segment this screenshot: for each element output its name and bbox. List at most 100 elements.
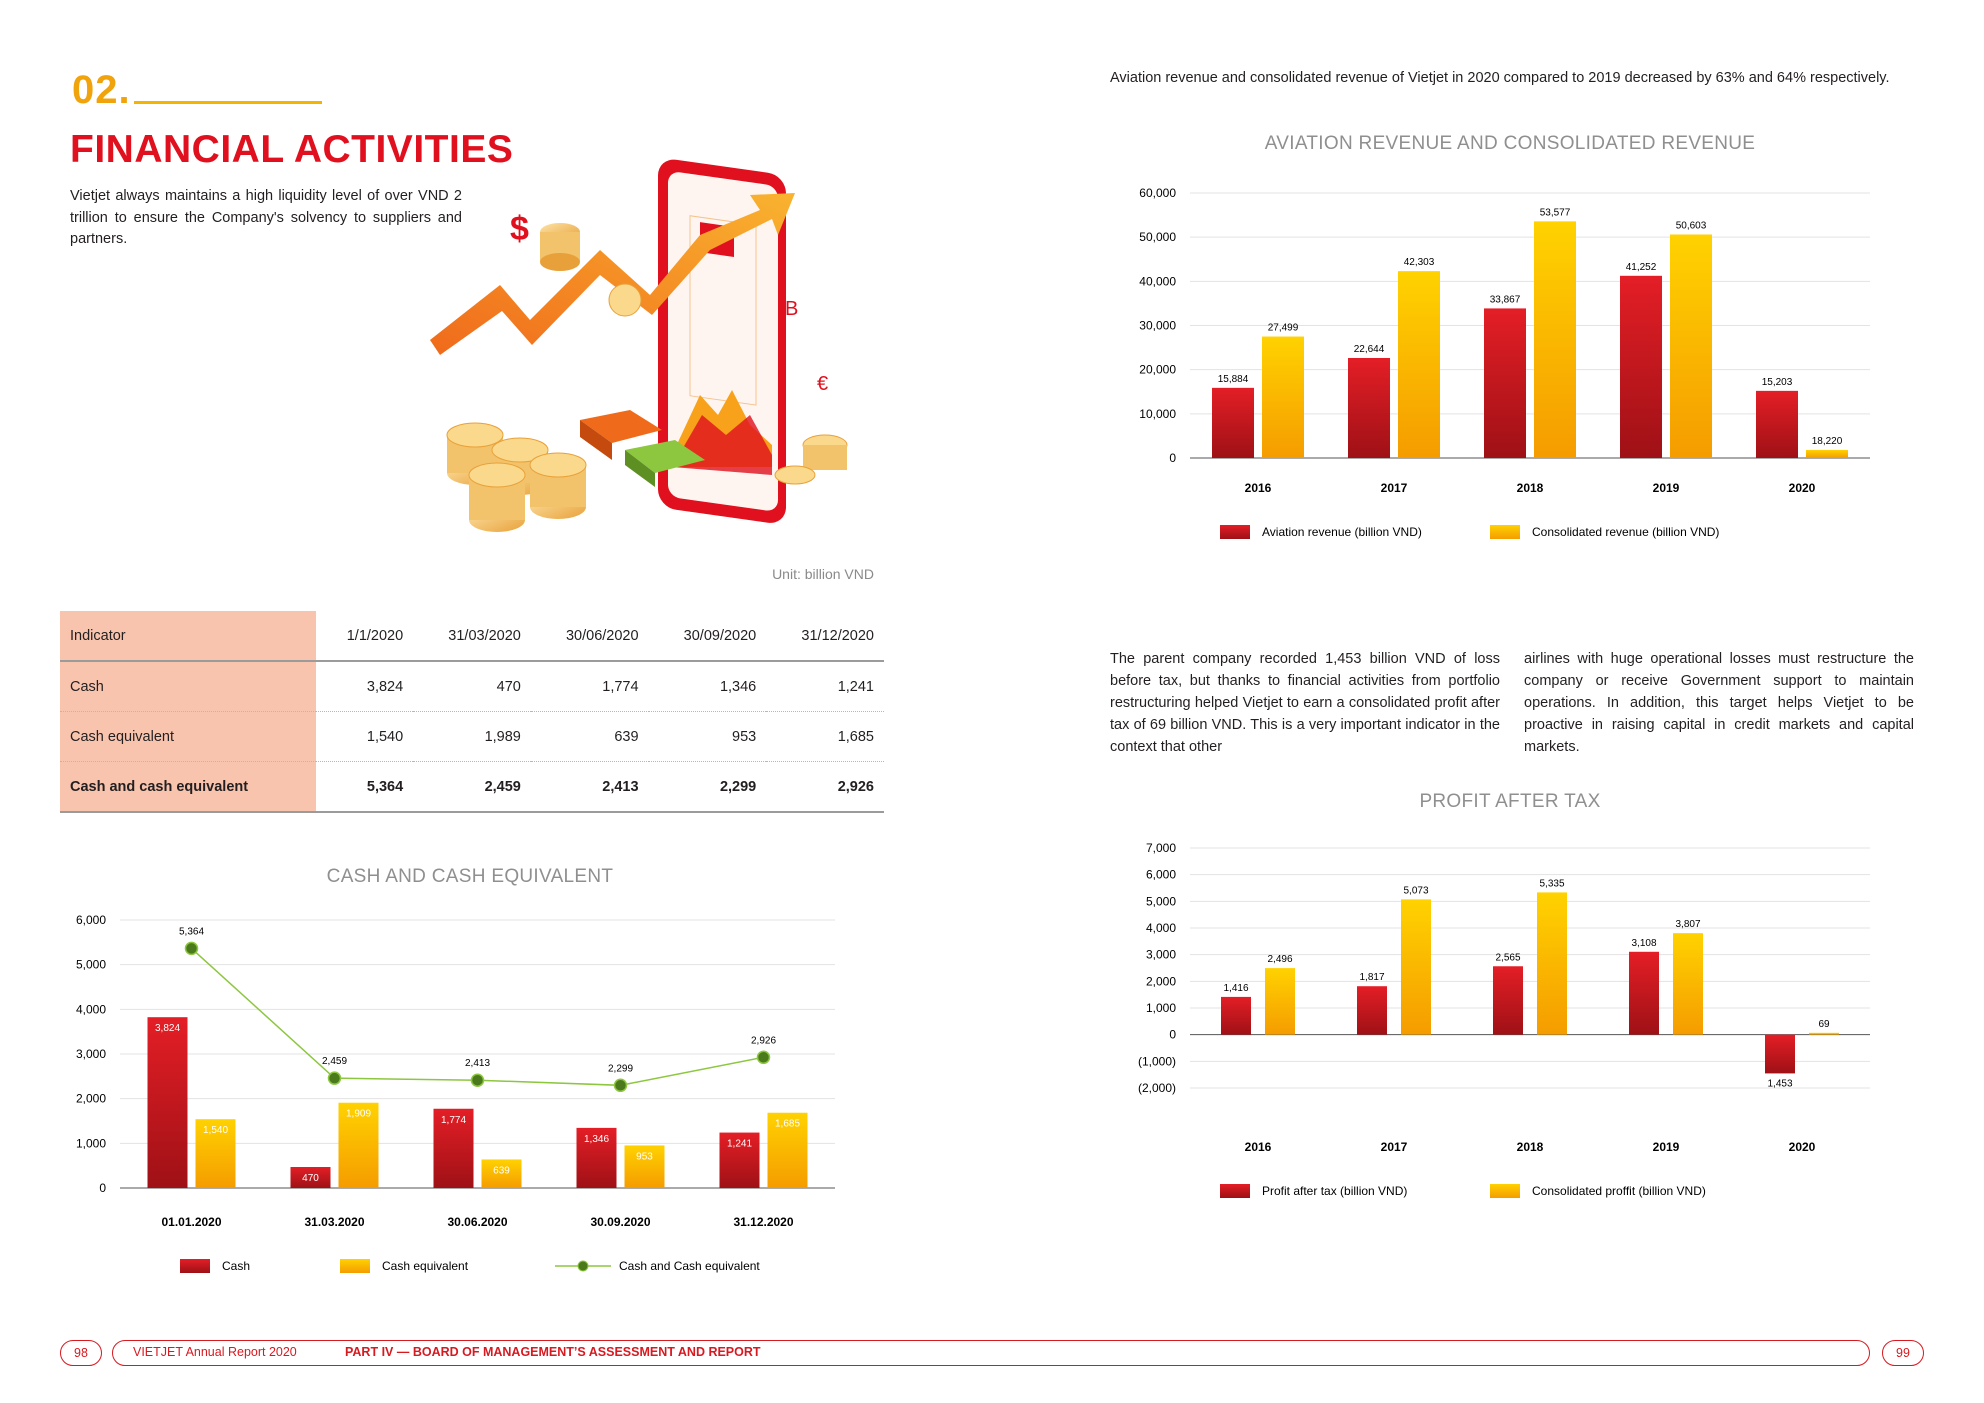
bar-data-label: 15,884 xyxy=(1218,374,1249,385)
euro-icon: € xyxy=(817,373,828,395)
coin-stack-icon xyxy=(446,223,848,532)
finance-illustration: $ B € xyxy=(430,159,848,532)
y-tick-label: 40,000 xyxy=(1139,274,1176,288)
chart-title-revenue: AVIATION REVENUE AND CONSOLIDATED REVENU… xyxy=(1264,133,1756,154)
table-header-cell: 1/1/2020 xyxy=(316,611,414,662)
legend-label: Consolidated proffit (billion VND) xyxy=(1532,1184,1706,1198)
y-tick-label: 4,000 xyxy=(76,1002,106,1016)
table-cell: 1,989 xyxy=(413,711,531,762)
revenue-paragraph: Aviation revenue and consolidated revenu… xyxy=(1110,70,1890,86)
y-tick-label: 50,000 xyxy=(1139,230,1176,244)
x-category-label: 31.03.2020 xyxy=(304,1215,364,1229)
bar-yellow xyxy=(1534,221,1576,458)
legend-swatch xyxy=(1490,525,1520,539)
chart-title-cash: CASH AND CASH EQUIVALENT xyxy=(326,866,614,887)
y-tick-label: 3,000 xyxy=(76,1047,106,1061)
x-category-label: 2017 xyxy=(1381,481,1408,495)
table-cell: 470 xyxy=(413,661,531,712)
bar-yellow xyxy=(767,1112,808,1188)
puzzle-icon xyxy=(580,410,705,487)
legend-swatch xyxy=(1220,525,1250,539)
bar-data-label: 1,346 xyxy=(584,1134,609,1145)
x-category-label: 2017 xyxy=(1381,1140,1408,1154)
table-header-cell: 31/12/2020 xyxy=(766,611,884,662)
bar-yellow xyxy=(195,1119,236,1188)
section-number: 02. xyxy=(72,68,131,112)
bar-red xyxy=(1212,387,1254,458)
table-cell: 1,774 xyxy=(530,661,649,712)
legend-label: Profit after tax (billion VND) xyxy=(1262,1184,1407,1198)
y-tick-label: 6,000 xyxy=(76,913,106,927)
page-number-left-pill: 98 xyxy=(60,1340,102,1366)
legend-label: Aviation revenue (billion VND) xyxy=(1262,525,1422,539)
bar-data-label: 2,565 xyxy=(1495,952,1520,963)
x-category-label: 2016 xyxy=(1245,481,1272,495)
bar-red xyxy=(1493,966,1523,1035)
chart-cash-equivalent: 6,000 5,000 4,000 3,000 2,000 1,000 0 01.01.202… xyxy=(76,913,835,1273)
bar-data-label: 22,644 xyxy=(1354,344,1385,355)
legend-label: Cash equivalent xyxy=(382,1259,469,1273)
bar-yellow xyxy=(1806,449,1848,458)
growth-arrow-icon xyxy=(430,193,795,355)
y-tick-label: 1,000 xyxy=(1146,1001,1176,1015)
table-row-total: Cash and cash equivalent 5,364 2,459 2,4… xyxy=(60,761,884,813)
legend-label: Cash and Cash equivalent xyxy=(619,1259,760,1273)
bar-yellow xyxy=(1673,933,1703,1035)
y-tick-label: 5,000 xyxy=(76,958,106,972)
bar-data-label: 3,824 xyxy=(155,1023,180,1034)
bar-data-label: 15,203 xyxy=(1762,377,1793,388)
section-underline xyxy=(134,101,322,104)
bar-red xyxy=(576,1127,617,1188)
line-point xyxy=(613,1078,628,1093)
x-category-label: 2019 xyxy=(1653,481,1680,495)
chart-profit-after-tax: 7,000 6,000 5,000 4,000 3,000 2,000 1,000 0 (1,0… xyxy=(1138,841,1870,1198)
bar-data-label: 33,867 xyxy=(1490,294,1521,305)
table-cell: Cash equivalent xyxy=(60,711,316,762)
bar-red xyxy=(719,1132,760,1188)
line-point xyxy=(327,1071,342,1085)
bar-data-label: 5,073 xyxy=(1403,885,1428,896)
bar-red xyxy=(1221,996,1251,1035)
page-number-right: 99 xyxy=(1896,1346,1910,1360)
bar-data-label: 1,817 xyxy=(1359,972,1384,983)
y-tick-label: 10,000 xyxy=(1139,407,1176,421)
bar-red xyxy=(1756,390,1798,458)
footer-bar: VIETJET Annual Report 2020 PART IV — BOA… xyxy=(112,1340,1870,1366)
bar-red xyxy=(1765,1034,1795,1074)
y-tick-label: 4,000 xyxy=(1146,921,1176,935)
table-cell: 1,241 xyxy=(766,661,884,712)
x-category-label: 31.12.2020 xyxy=(733,1215,793,1229)
section-title: FINANCIAL ACTIVITIES xyxy=(70,128,514,171)
bar-red xyxy=(1357,986,1387,1035)
bar-data-label: 639 xyxy=(493,1165,510,1176)
y-tick-label: 60,000 xyxy=(1139,186,1176,200)
bar-data-label: 50,603 xyxy=(1676,221,1707,232)
table-cell: Cash xyxy=(60,661,316,712)
bar-data-label: 42,303 xyxy=(1404,257,1435,268)
line-data-label: 2,926 xyxy=(751,1035,776,1046)
y-tick-label: 20,000 xyxy=(1139,363,1176,377)
cash-indicator-table: Indicator 1/1/2020 31/03/2020 30/06/2020… xyxy=(60,611,884,813)
bar-data-label: 953 xyxy=(636,1151,653,1162)
x-category-label: 2016 xyxy=(1245,1140,1272,1154)
bar-red xyxy=(1629,951,1659,1035)
bar-data-label: 18,220 xyxy=(1812,436,1843,447)
legend-swatch xyxy=(340,1259,370,1273)
y-tick-label: 0 xyxy=(1169,451,1176,465)
y-tick-label: 30,000 xyxy=(1139,319,1176,333)
line-point xyxy=(184,941,199,956)
y-tick-label: 2,000 xyxy=(1146,974,1176,988)
table-cell: 2,299 xyxy=(648,761,767,813)
y-tick-label: 7,000 xyxy=(1146,841,1176,855)
table-cell: 2,926 xyxy=(766,761,884,813)
table-row: Cash 3,824 470 1,774 1,346 1,241 xyxy=(60,661,884,712)
legend-label: Cash xyxy=(222,1259,250,1273)
table-cell: 3,824 xyxy=(316,661,414,712)
y-tick-label: 0 xyxy=(1169,1028,1176,1042)
legend-swatch xyxy=(180,1259,210,1273)
bar-yellow xyxy=(1265,968,1295,1035)
table-cell: 1,685 xyxy=(766,711,884,762)
line-point xyxy=(756,1050,771,1065)
bar-red xyxy=(433,1108,474,1188)
bar-yellow xyxy=(1401,899,1431,1035)
